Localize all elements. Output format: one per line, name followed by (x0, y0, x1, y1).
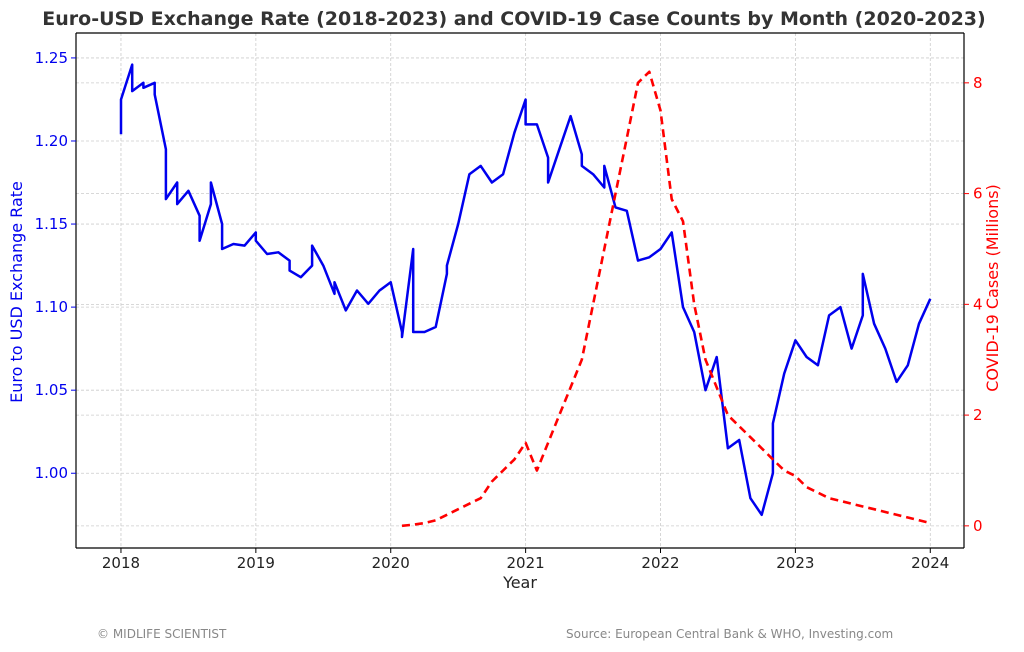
y-right-tick-label: 8 (973, 74, 983, 92)
x-tick-label: 2023 (776, 554, 814, 572)
x-tick-label: 2018 (102, 554, 140, 572)
chart-title: Euro-USD Exchange Rate (2018-2023) and C… (42, 8, 985, 30)
gridlines (76, 33, 964, 548)
x-tick-label: 2021 (507, 554, 545, 572)
x-tick-label: 2022 (641, 554, 679, 572)
y-axis-label-right: COVID-19 Cases (Millions) (983, 184, 1002, 392)
y-right-tick-label: 6 (973, 185, 983, 203)
x-axis-label: Year (502, 573, 537, 592)
y-axis-label-left: Euro to USD Exchange Rate (7, 181, 26, 403)
chart-canvas: Euro-USD Exchange Rate (2018-2023) and C… (7, 8, 1002, 592)
series-layer (119, 63, 932, 528)
x-tick-label: 2019 (237, 554, 275, 572)
y-left-tick-label: 1.25 (35, 49, 68, 67)
y-right-tick-label: 0 (973, 517, 983, 535)
x-tick-label: 2020 (372, 554, 410, 572)
y-left-tick-label: 1.20 (35, 132, 68, 150)
footer-source: Source: European Central Bank & WHO, Inv… (566, 627, 894, 641)
y-right-tick-label: 2 (973, 406, 983, 424)
y-right-tick-label: 4 (973, 295, 983, 313)
y-left-tick-label: 1.00 (35, 464, 68, 482)
y-left-tick-label: 1.10 (35, 298, 68, 316)
x-tick-label: 2024 (911, 554, 949, 572)
y-left-tick-label: 1.05 (35, 381, 68, 399)
footer-credit: © MIDLIFE SCIENTIST (97, 627, 227, 641)
series-line-covid-cases (401, 70, 931, 528)
tick-labels: 2018 2019 2020 2021 2022 2023 2024 1.00 1.05 1.10… (35, 49, 983, 572)
axes (71, 32, 969, 553)
y-left-tick-label: 1.15 (35, 215, 68, 233)
series-line-eur-usd (119, 63, 932, 517)
